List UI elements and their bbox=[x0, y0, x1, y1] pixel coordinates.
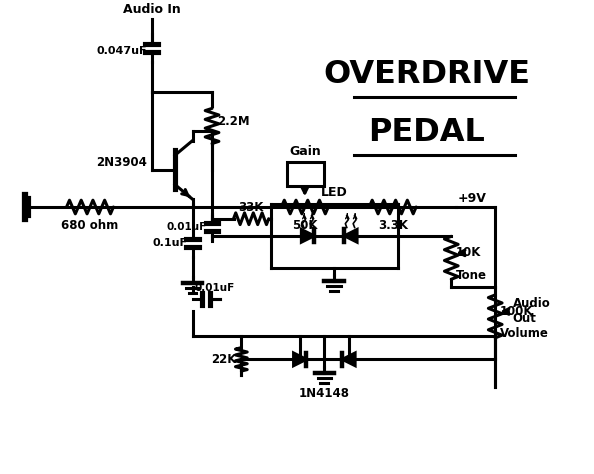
Text: 50K: 50K bbox=[292, 219, 318, 232]
Text: 33K: 33K bbox=[238, 201, 264, 214]
Text: 1N4148: 1N4148 bbox=[299, 387, 350, 400]
Text: 10K: 10K bbox=[456, 246, 482, 259]
Text: Audio In: Audio In bbox=[122, 3, 181, 16]
Text: Tone: Tone bbox=[456, 269, 487, 282]
Text: 2N3904: 2N3904 bbox=[96, 155, 147, 169]
Bar bbox=[287, 162, 324, 185]
Text: 2.2M: 2.2M bbox=[217, 115, 249, 128]
Text: LED: LED bbox=[321, 186, 347, 199]
Polygon shape bbox=[342, 353, 355, 365]
Polygon shape bbox=[301, 229, 314, 242]
Text: Gain: Gain bbox=[289, 145, 321, 158]
Text: 0.01uF: 0.01uF bbox=[167, 222, 207, 232]
Text: 22K: 22K bbox=[211, 353, 236, 366]
Text: Audio
Out: Audio Out bbox=[513, 298, 551, 326]
Text: 0.01uF: 0.01uF bbox=[194, 283, 235, 293]
Text: 0.047uF: 0.047uF bbox=[96, 46, 147, 56]
Polygon shape bbox=[345, 229, 357, 242]
Polygon shape bbox=[293, 353, 307, 365]
Text: 3.3K: 3.3K bbox=[378, 219, 407, 232]
Text: OVERDRIVE: OVERDRIVE bbox=[323, 59, 530, 90]
Text: PEDAL: PEDAL bbox=[368, 117, 485, 148]
Text: 680 ohm: 680 ohm bbox=[61, 219, 119, 232]
Text: 0.1uF: 0.1uF bbox=[153, 238, 188, 248]
Text: Volume: Volume bbox=[500, 328, 549, 340]
Text: 100K: 100K bbox=[500, 305, 533, 318]
Text: +9V: +9V bbox=[458, 192, 487, 205]
